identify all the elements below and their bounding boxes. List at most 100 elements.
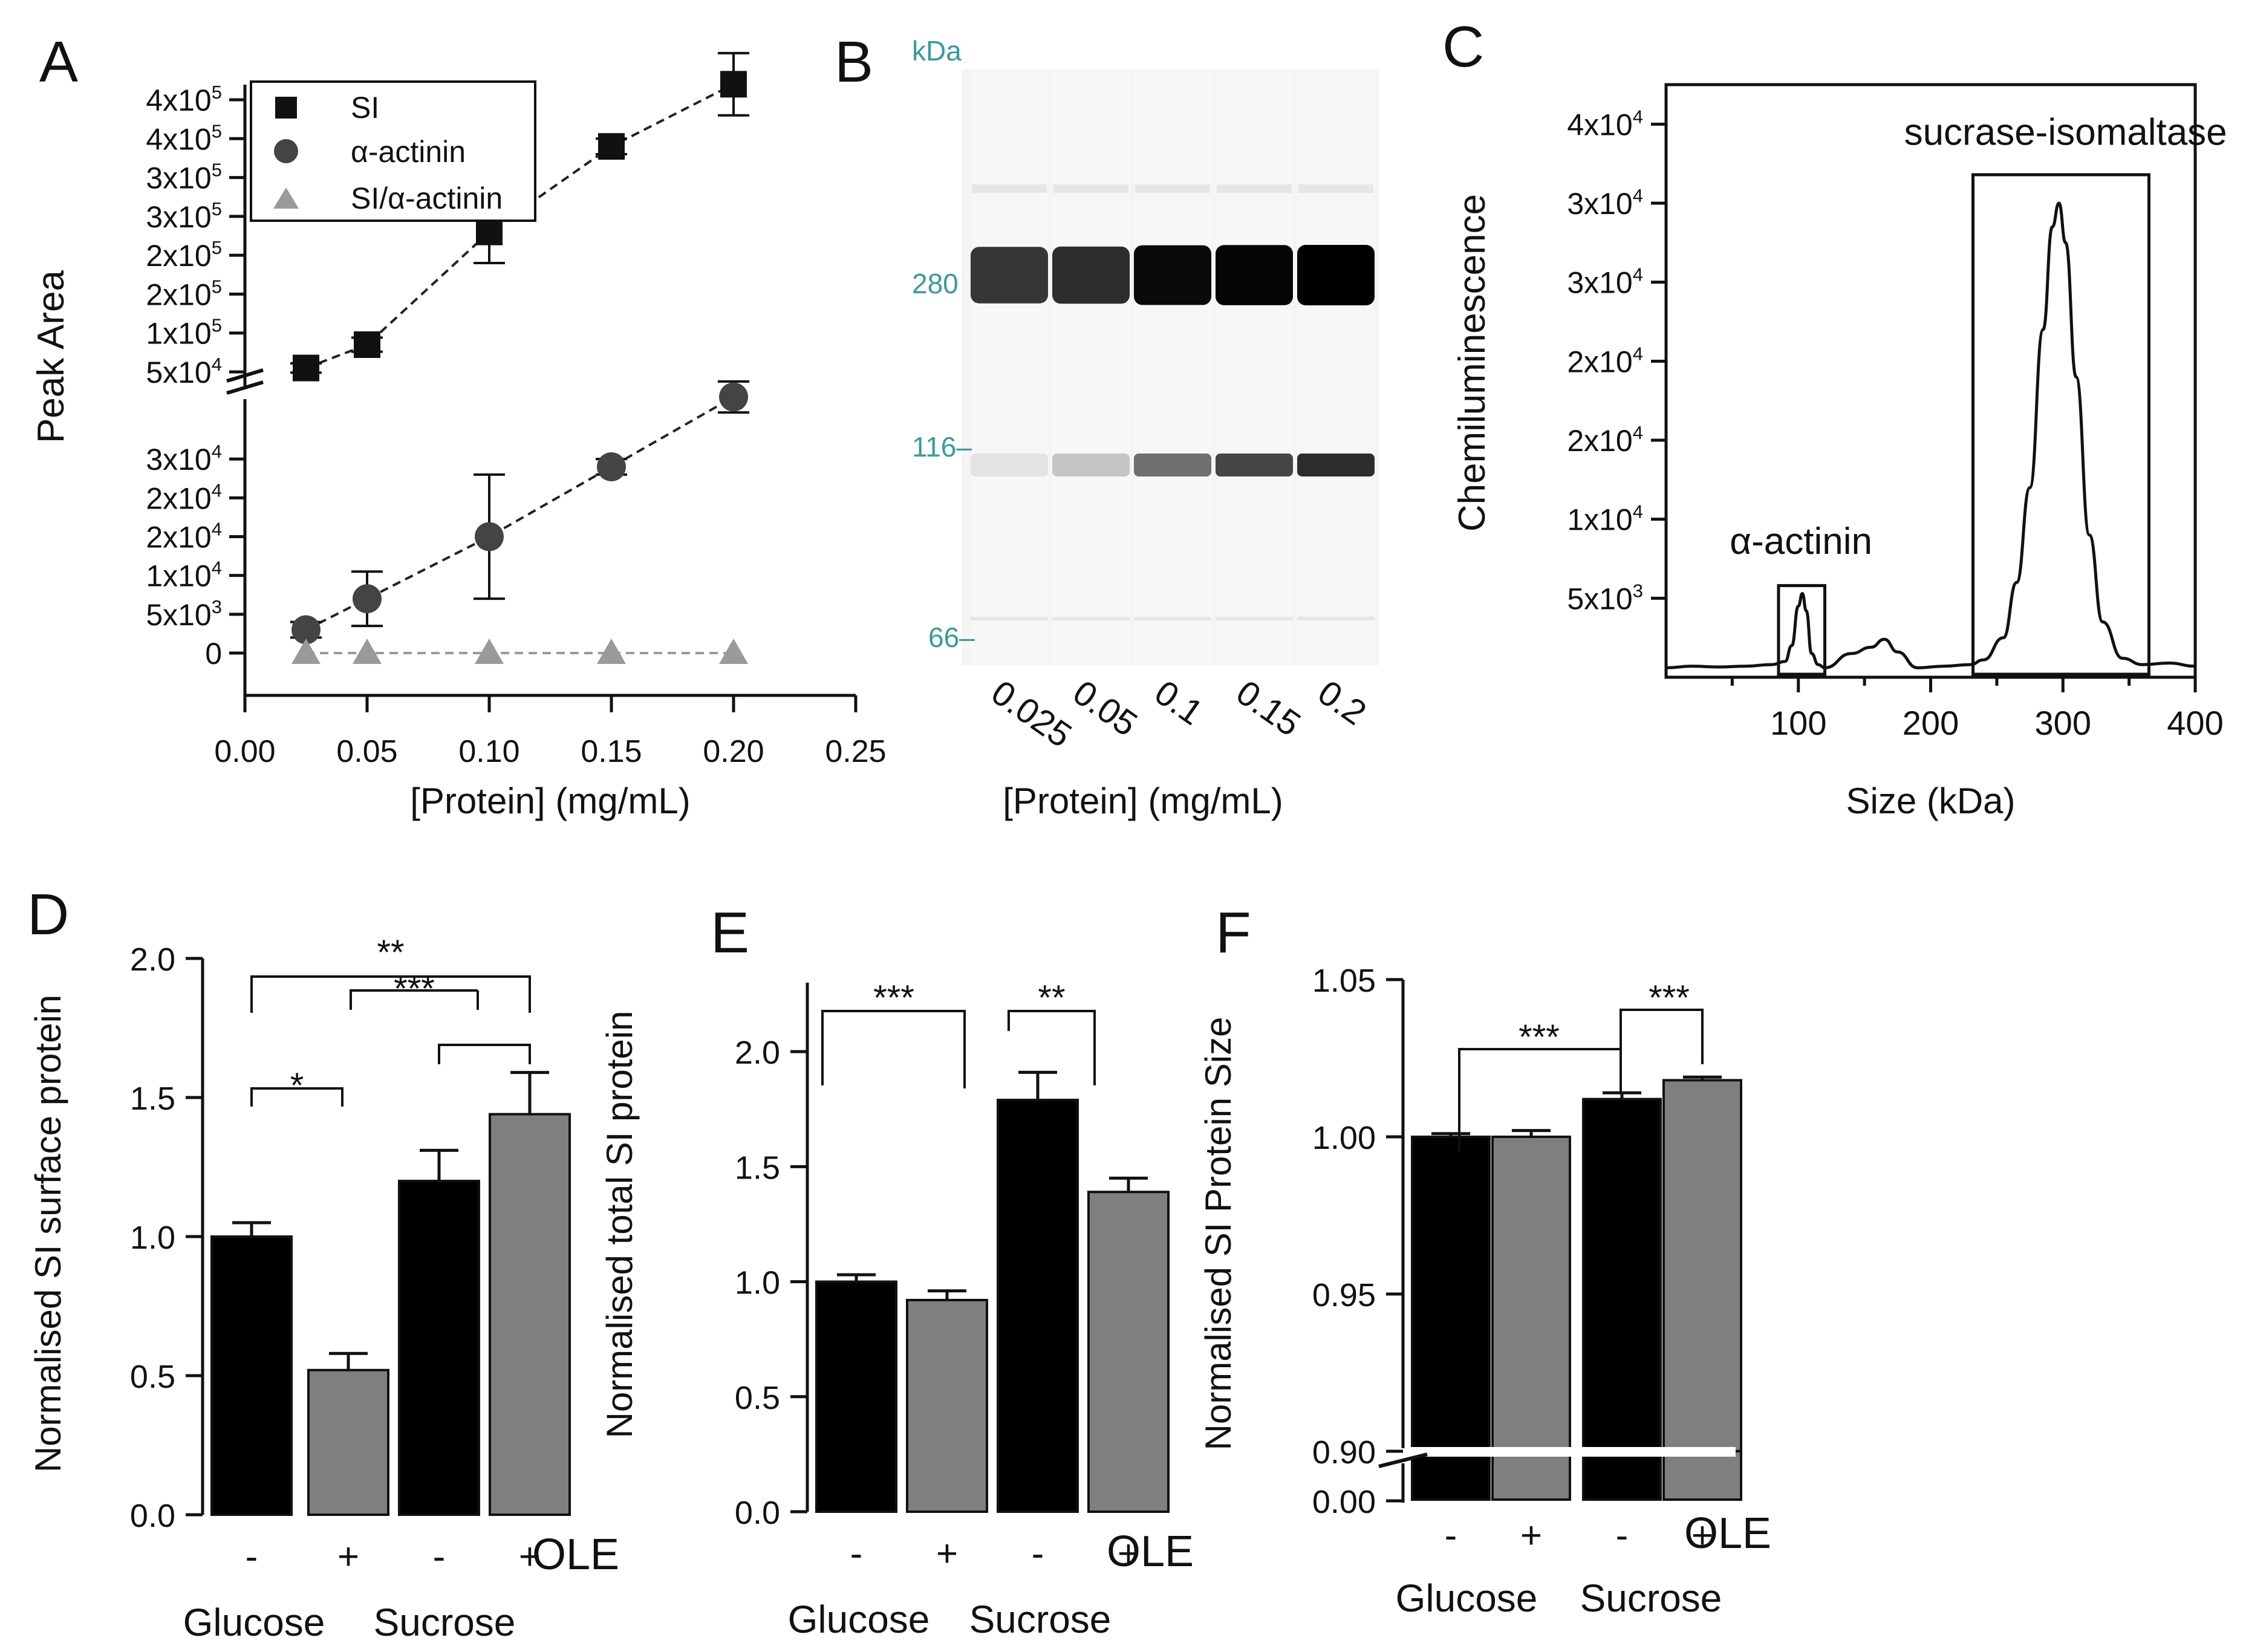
bar-base: [1412, 1451, 1489, 1500]
y-tick-label: 5x103: [1567, 580, 1643, 616]
y-tick-label: 3x104: [146, 441, 222, 476]
marker-label: 66–: [928, 622, 975, 653]
y-axis-label: Normalised SI Protein Size: [1198, 1017, 1239, 1451]
legend-label: SI/α-actinin: [351, 181, 503, 215]
panel-label-e: E: [711, 900, 749, 965]
band-116kda: [1216, 454, 1293, 476]
condition-label: OLE: [1107, 1527, 1194, 1576]
category-label: +: [936, 1533, 958, 1575]
y-tick-label: 0.95: [1312, 1277, 1376, 1313]
x-tick-label: 100: [1770, 704, 1826, 742]
category-label: -: [1616, 1515, 1629, 1556]
panel-label-a: A: [39, 30, 78, 94]
y-tick-label: 1.00: [1312, 1120, 1376, 1156]
sucrase-isomaltase-peak-box: [1973, 175, 2149, 674]
faint-band: [972, 184, 1047, 193]
significance-bracket: [439, 1045, 530, 1064]
group-label: Glucose: [1396, 1576, 1538, 1620]
significance-label: **: [1038, 978, 1065, 1018]
data-point-alpha-actinin: [719, 383, 748, 412]
annotation-sucrase-isomaltase: sucrase-isomaltase: [1904, 111, 2227, 153]
x-axis-label: Size (kDa): [1846, 781, 2015, 821]
faint-band: [1053, 184, 1128, 193]
y-tick-label: 3x104: [1567, 264, 1643, 300]
y-tick-label: 1x104: [146, 558, 222, 593]
band-116kda: [1052, 454, 1130, 476]
group-label: Sucrose: [969, 1598, 1112, 1641]
bar: [1664, 1080, 1741, 1451]
x-tick-label: 0.15: [581, 734, 642, 769]
x-axis-label: [Protein] (mg/mL): [410, 781, 690, 821]
marker-label: 280: [912, 268, 959, 299]
data-point-alpha-actinin: [353, 584, 382, 613]
band-116kda: [1134, 454, 1211, 476]
lane-label: 0.05: [1066, 672, 1145, 744]
annotation-alpha-actinin: α-actinin: [1730, 521, 1872, 562]
panel-label-f: F: [1216, 900, 1251, 965]
significance-label: ***: [1649, 978, 1690, 1018]
data-point-alpha-actinin: [475, 522, 504, 551]
marker-label: 116–: [912, 431, 972, 463]
y-tick-label: 0.5: [735, 1380, 780, 1416]
y-tick-label: 0.5: [130, 1359, 175, 1395]
y-tick-label: 0.00: [1312, 1484, 1376, 1520]
significance-label: ***: [394, 969, 435, 1009]
x-tick-label: 0.05: [336, 734, 397, 769]
y-tick-label: 0.0: [735, 1495, 780, 1531]
y-axis-label: Peak Area: [30, 270, 72, 443]
category-label: -: [1032, 1533, 1044, 1575]
category-label: -: [850, 1533, 863, 1575]
bar: [1493, 1137, 1570, 1451]
bar: [490, 1114, 570, 1515]
y-tick-label: 1.5: [130, 1081, 175, 1117]
lane-label: 0.025: [985, 672, 1079, 755]
y-tick-label: 1x105: [146, 315, 222, 351]
y-tick-label: 3x104: [1567, 185, 1643, 221]
x-tick-label: 0.10: [458, 734, 519, 769]
faint-band: [971, 617, 1048, 620]
data-point-ratio: [291, 639, 321, 664]
data-point-si: [720, 71, 747, 97]
data-point-ratio: [475, 639, 504, 664]
x-axis-label: [Protein] (mg/mL): [1003, 781, 1283, 821]
y-tick-label: 1.0: [130, 1220, 175, 1256]
significance-bracket: [252, 977, 530, 1013]
y-tick-label: 0.90: [1312, 1434, 1376, 1471]
band-280kda: [1052, 247, 1130, 304]
bar: [308, 1370, 388, 1515]
panel-c-electropherogram: 100 200 300 400 5x103 1x104 2x104 2x104 3x104 3x1…: [1451, 85, 2227, 821]
figure: A B C D E F 0.00 0.05 0.10 0.15 0.20 0.2505x1…: [0, 0, 2243, 1652]
gel-lane: [1297, 70, 1375, 665]
bar-base: [1493, 1451, 1570, 1500]
y-tick-label: 5x104: [146, 354, 222, 389]
gel-lane: [1134, 70, 1211, 665]
group-label: Sucrose: [374, 1601, 516, 1644]
band-280kda: [971, 247, 1048, 303]
axis-break-gap: [1391, 1447, 1736, 1457]
data-point-ratio: [353, 639, 382, 664]
faint-band: [1216, 617, 1293, 620]
faint-band: [1135, 184, 1210, 193]
panel-d-bar-chart: - + - +OLEGlucose SucroseNormalised SI surfa…: [28, 933, 619, 1644]
significance-label: *: [290, 1066, 304, 1105]
y-tick-label: 2x105: [146, 237, 222, 273]
data-point-si: [293, 355, 319, 382]
faint-band: [1134, 617, 1211, 620]
category-label: -: [433, 1536, 446, 1578]
band-116kda: [1297, 454, 1375, 476]
gel-lane: [1052, 70, 1130, 665]
lane-label: 0.2: [1311, 672, 1373, 732]
faint-band: [1217, 184, 1292, 193]
x-tick-label: 200: [1903, 704, 1959, 742]
significance-bracket: [1009, 1011, 1095, 1085]
bar: [399, 1181, 479, 1515]
significance-label: ***: [873, 978, 914, 1018]
category-label: +: [1520, 1515, 1542, 1556]
y-tick-label: 3x105: [146, 198, 222, 234]
chemiluminescence-trace: [1666, 203, 2195, 668]
data-point-si: [354, 331, 380, 358]
data-point-alpha-actinin: [597, 452, 626, 481]
significance-label: **: [377, 933, 404, 972]
